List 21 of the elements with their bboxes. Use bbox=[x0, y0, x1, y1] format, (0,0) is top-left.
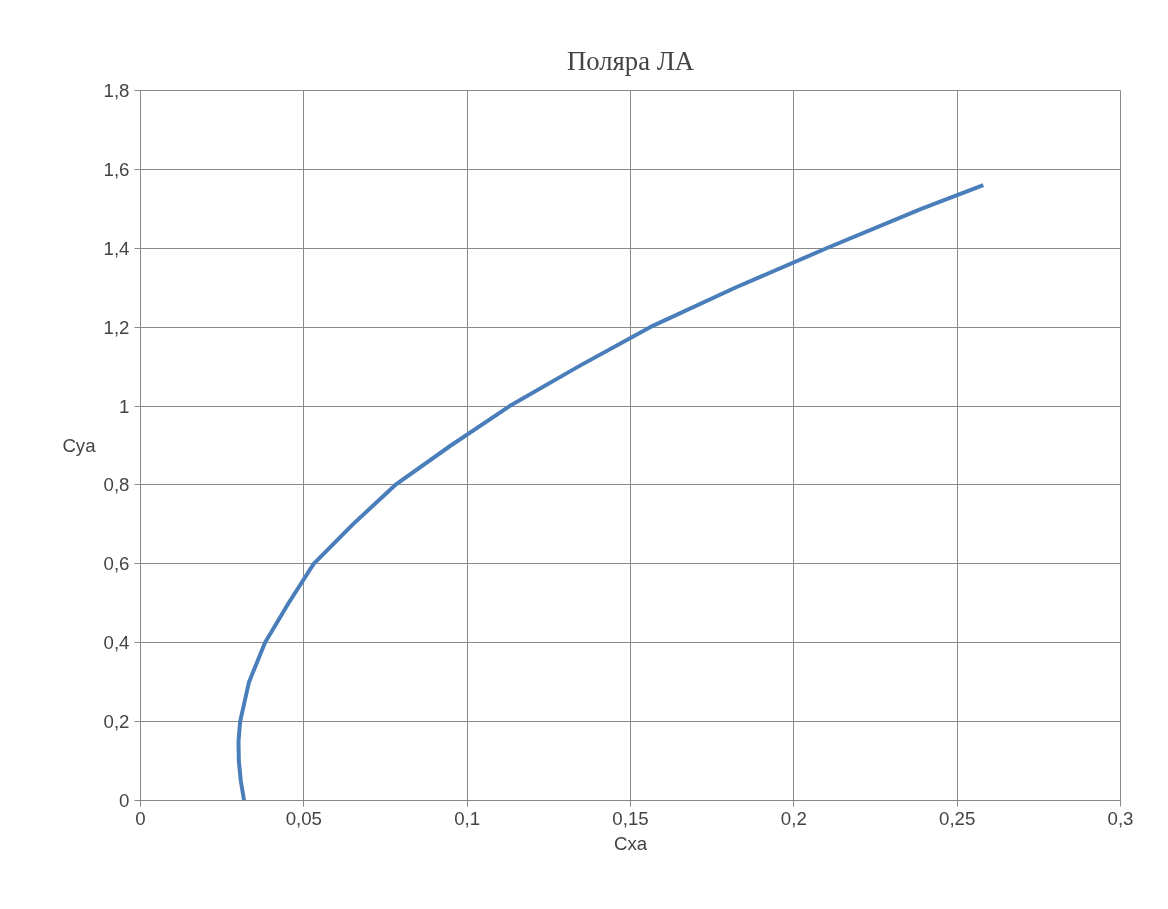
y-tick-label: 1,2 bbox=[103, 316, 130, 338]
y-tick-label: 0,2 bbox=[103, 711, 130, 733]
y-tick-label: 0,4 bbox=[103, 632, 130, 654]
x-tick-label: 0,3 bbox=[1107, 807, 1134, 829]
x-tick-label: 0,05 bbox=[285, 807, 322, 829]
x-tick-label: 0,15 bbox=[612, 807, 649, 829]
x-tick-label: 0 bbox=[135, 807, 146, 829]
y-tick-label: 0 bbox=[119, 790, 130, 811]
y-tick-label: 0,8 bbox=[103, 474, 130, 496]
y-tick-label: 1,6 bbox=[103, 158, 130, 180]
chart-title: Поляра ЛА bbox=[567, 45, 695, 76]
y-tick-label: 1 bbox=[119, 395, 130, 417]
x-tick-label: 0,1 bbox=[454, 807, 481, 829]
x-axis-title: Cxa bbox=[613, 832, 648, 854]
y-tick-label: 1,4 bbox=[103, 237, 130, 259]
y-tick-label: 1,8 bbox=[103, 80, 130, 101]
line-series bbox=[236, 183, 986, 801]
x-tick-label: 0,2 bbox=[780, 807, 807, 829]
x-tick-label: 0,25 bbox=[939, 807, 976, 829]
y-axis-title: Cya bbox=[62, 435, 97, 456]
y-tick-label: 0,6 bbox=[103, 553, 130, 575]
